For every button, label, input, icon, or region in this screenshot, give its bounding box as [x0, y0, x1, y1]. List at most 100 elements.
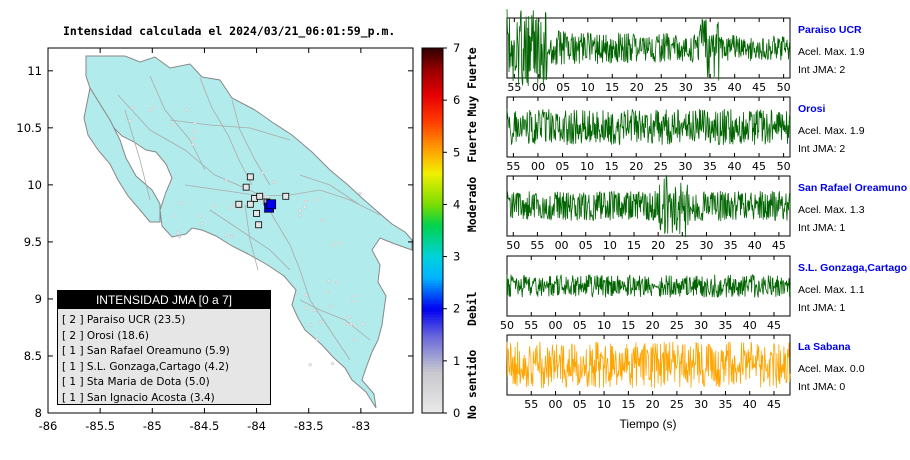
legend-title: INTENSIDAD JMA [0 a 7]	[58, 291, 270, 309]
colorbar-segment	[422, 61, 443, 65]
colorbar-band-label: Moderado	[465, 177, 479, 232]
station-dot	[192, 129, 196, 133]
colorbar-segment	[422, 87, 443, 91]
colorbar-segment	[422, 123, 443, 127]
station-dot	[128, 119, 132, 123]
colorbar-segment	[422, 165, 443, 169]
station-jma: Int JMA: 2	[798, 64, 845, 76]
waveform-tick-label: 45	[767, 398, 781, 411]
colorbar-segment	[422, 105, 443, 109]
road-segment	[299, 299, 371, 341]
waveform-tick-label: 00	[549, 319, 563, 332]
colorbar-segment	[422, 272, 443, 276]
intensity-cell	[242, 183, 250, 191]
waveform-tick-label: 10	[603, 239, 617, 252]
colorbar-segment	[422, 175, 443, 179]
station-dot	[176, 231, 180, 235]
station-dot	[335, 281, 339, 285]
waveform-tick-label: 15	[605, 160, 619, 173]
waveform-tick-label: 10	[597, 319, 611, 332]
legend-entry: [ 1 ] S.L. Gonzaga,Cartago (4.2)	[62, 360, 229, 373]
station-name: Orosi	[798, 103, 826, 115]
station-jma: Int JMA: 1	[798, 222, 845, 234]
colorbar-segment	[422, 293, 443, 297]
station-dot	[178, 235, 182, 239]
colorbar-segment	[422, 321, 443, 325]
station-dot	[320, 218, 324, 223]
colorbar-segment	[422, 282, 443, 286]
station-dot	[224, 233, 228, 237]
colorbar-segment	[422, 178, 443, 182]
intensity-cell	[266, 199, 277, 210]
colorbar-segment	[422, 220, 443, 224]
waveform-tick-label: 25	[654, 81, 668, 94]
station-dot	[198, 214, 202, 218]
colorbar-segment	[422, 167, 443, 172]
station-accel: Acel. Max. 1.9	[798, 125, 865, 137]
intensity-cell	[253, 209, 260, 217]
waveform-tick-label: 50	[777, 81, 791, 94]
legend-entry: [ 1 ] San Ignacio Acosta (3.4)	[62, 391, 215, 404]
waveform-tick-label: 40	[727, 160, 741, 173]
waveform-tick-label: 50	[777, 160, 791, 173]
station-dot	[312, 308, 317, 312]
colorbar-segment	[422, 353, 443, 357]
colorbar-segment	[422, 311, 443, 315]
waveform-tick-label: 20	[630, 81, 644, 94]
colorbar-segment	[422, 405, 443, 409]
station-dot	[193, 121, 197, 126]
waveform-tick-label: 05	[579, 239, 593, 252]
station-dots	[128, 106, 365, 367]
colorbar-segment	[422, 55, 443, 60]
station-dot	[361, 322, 365, 326]
station-dot	[330, 362, 335, 366]
station-name: Paraiso UCR	[798, 24, 862, 36]
waveform-tick-label: 00	[549, 398, 563, 411]
station-dot	[345, 322, 349, 326]
colorbar-tick-label: 1	[453, 354, 460, 368]
colorbar-segment	[422, 212, 443, 216]
map-y-tick-label: 9	[35, 292, 42, 306]
map-x-tick-label: -84.5	[190, 419, 220, 433]
waveform-tick-label: 45	[752, 160, 766, 173]
colorbar-segment	[422, 358, 443, 362]
waveform-tick-label: 00	[532, 81, 546, 94]
colorbar-segment	[422, 201, 443, 206]
waveform-tick-label: 30	[679, 81, 693, 94]
station-dot	[347, 315, 351, 319]
station-dot	[329, 304, 333, 309]
intensity-cell	[235, 200, 243, 208]
colorbar-segment	[422, 191, 443, 195]
colorbar-gradient	[422, 48, 443, 414]
waveform-tick-label: 20	[646, 319, 660, 332]
colorbar-segment	[422, 407, 443, 411]
colorbar-tick-label: 6	[453, 93, 460, 107]
waveform-tick-label: 35	[724, 239, 738, 252]
colorbar-segment	[422, 308, 443, 312]
station-dot	[169, 123, 174, 127]
map-title: Intensidad calculada el 2024/03/21_06:01…	[63, 24, 395, 39]
map-x-tick-label: -83	[351, 419, 370, 433]
colorbar-segment	[422, 345, 443, 349]
colorbar-segment	[422, 300, 443, 305]
map-y-tick-label: 8.5	[24, 349, 42, 363]
colorbar-segment	[422, 81, 443, 86]
colorbar-segment	[422, 246, 443, 250]
intensity-cell	[246, 200, 254, 208]
colorbar-segment	[422, 222, 443, 226]
colorbar-segment	[422, 287, 443, 292]
colorbar-segment	[422, 238, 443, 242]
station-dot	[315, 198, 319, 202]
waveform-tick-label: 00	[555, 239, 569, 252]
colorbar-segment	[422, 274, 443, 279]
map-y-tick-label: 8	[35, 406, 42, 420]
colorbar-segment	[422, 214, 443, 219]
waveform-panels: 55 00 05 10 15 20 25 30 35 40 45 50 Paraiso UCR Acel.…	[500, 9, 907, 411]
station-dot	[309, 323, 313, 327]
waveform-tick-label: 10	[580, 160, 594, 173]
waveform-tick-label: 30	[694, 398, 708, 411]
waveform-tick-label: 25	[675, 239, 689, 252]
colorbar-segment	[422, 233, 443, 237]
colorbar-segment	[422, 285, 443, 289]
colorbar-segment	[422, 373, 443, 378]
